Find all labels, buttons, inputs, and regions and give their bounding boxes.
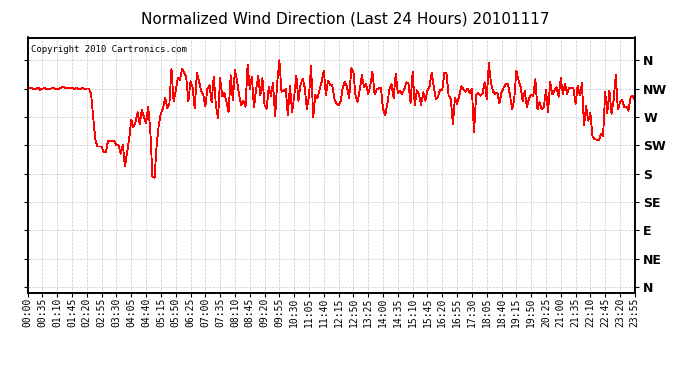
Text: Normalized Wind Direction (Last 24 Hours) 20101117: Normalized Wind Direction (Last 24 Hours…: [141, 11, 549, 26]
Text: Copyright 2010 Cartronics.com: Copyright 2010 Cartronics.com: [30, 45, 186, 54]
